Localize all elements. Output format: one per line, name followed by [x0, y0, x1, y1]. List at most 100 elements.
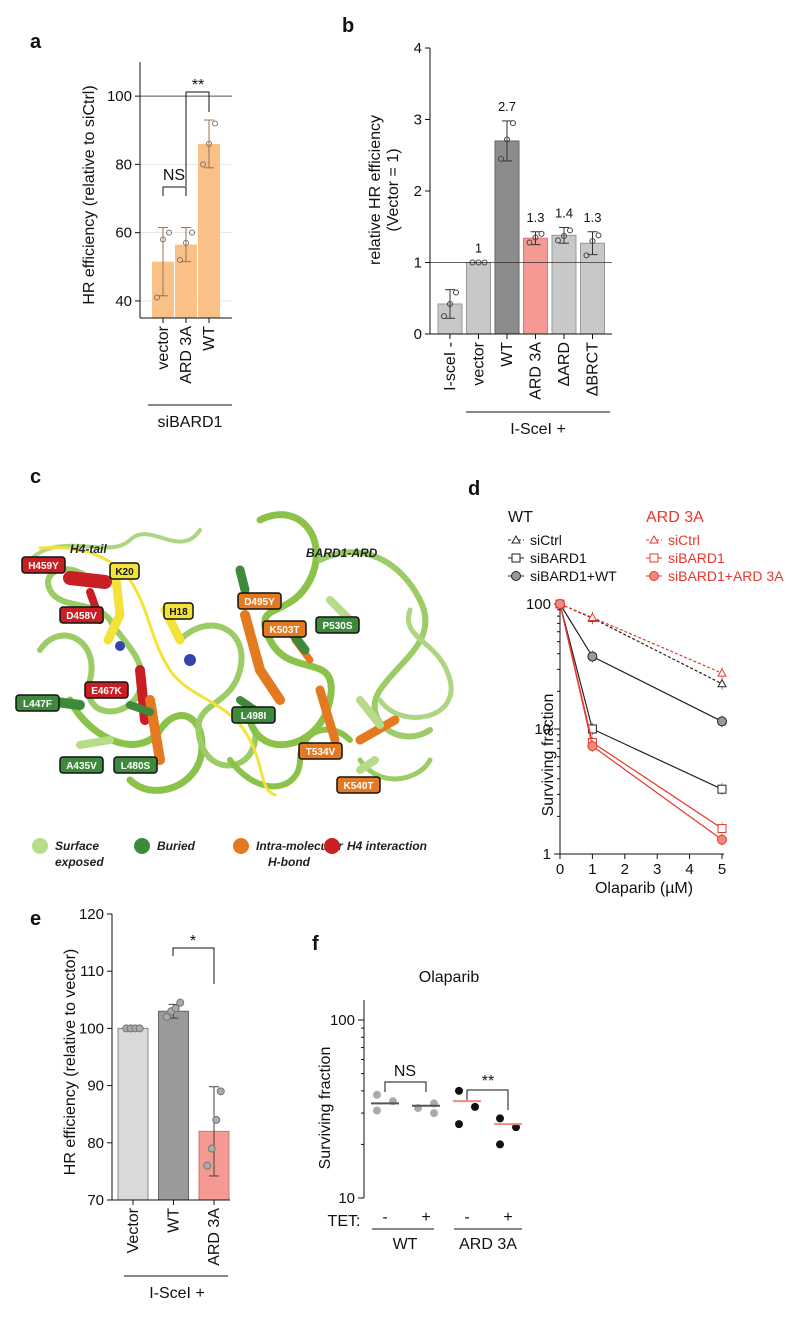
chart-a: HR efficiency (relative to siCtrl) 40 60 8…: [81, 62, 232, 431]
pb-bar-3: [523, 237, 548, 335]
pd-marker-triangle: [717, 678, 727, 688]
chart-a-ylabel: HR efficiency (relative to siCtrl): [81, 85, 98, 304]
pb-bar-1: [466, 262, 491, 335]
residue-label: A435V: [66, 761, 97, 772]
pb-ytick-label: 1: [414, 255, 422, 272]
pe-ytick-label: 120: [79, 906, 104, 923]
panel-label-d: d: [468, 478, 480, 500]
pa-point: [177, 256, 183, 263]
pe-xtick-label: WT: [166, 1208, 183, 1233]
pb-point: [555, 237, 561, 244]
pd-marker-circle: [649, 571, 659, 581]
structure-legend-swatch: [134, 838, 150, 854]
pf-tet-label: -: [464, 1209, 469, 1226]
pb-point: [447, 300, 453, 307]
pb-point: [498, 155, 504, 162]
residue-tag: [109, 562, 140, 580]
residue-tag: [262, 620, 307, 638]
pb-ytick-label: 4: [414, 40, 422, 57]
pf-ytick-label: 10: [338, 1190, 355, 1207]
pf-point: [496, 1140, 504, 1149]
pd-marker-circle: [555, 599, 565, 609]
pe-ytick-label: 80: [87, 1135, 104, 1152]
pb-point: [526, 239, 533, 246]
pb-point: [441, 313, 447, 320]
pa-xtick-label: ARD 3A: [178, 326, 195, 384]
pd-marker-circle: [717, 834, 727, 845]
structure-legend-label-2: H-bond: [268, 855, 311, 869]
chart-d-legend-title-ard: ARD 3A: [646, 509, 704, 526]
pb-xtick-label: ARD 3A: [528, 342, 545, 400]
chart-f-row-label: TET:: [328, 1213, 361, 1230]
protein-cartoon: [28, 511, 454, 797]
residue-label: K503T: [269, 625, 299, 636]
residue-tag: [59, 606, 104, 624]
pe-ytick-label: 110: [80, 963, 104, 980]
chart-e: HR efficiency (relative to vector) 70 80 9…: [62, 906, 230, 1302]
pf-tet-label: +: [503, 1209, 512, 1226]
residue-label: L447F: [23, 699, 52, 710]
pf-sig-ns: NS: [394, 1063, 416, 1080]
pd-series-line-5: [559, 603, 723, 841]
pd-legend-label: siBARD1: [668, 550, 725, 566]
pb-value-label: 1.3: [583, 210, 601, 225]
pe-point: [212, 1115, 221, 1124]
pd-xtick-label: 2: [621, 861, 629, 878]
chart-e-ylabel: HR efficiency (relative to vector): [62, 949, 79, 1175]
pa-point: [183, 239, 189, 246]
structure-legend-swatch: [324, 838, 340, 854]
pd-marker-square: [717, 784, 727, 794]
pd-legend-label: siCtrl: [668, 532, 700, 548]
structure-legend-label: Surface: [55, 839, 99, 853]
panel-label-f: f: [312, 933, 319, 955]
residue-label: E467K: [91, 686, 122, 697]
chart-d-xlabel: Olaparib (µM): [595, 880, 693, 897]
pa-sig-bracket-star: [185, 91, 210, 186]
residue-tag: [84, 681, 129, 699]
pd-series-line-3: [559, 603, 723, 674]
chart-f-group-wt: WT: [393, 1236, 418, 1253]
structure-legend-swatch: [32, 838, 48, 854]
pa-xtick-label: WT: [201, 326, 218, 351]
pa-sig-bracket-ns: [162, 186, 187, 196]
pe-point: [216, 1087, 225, 1096]
pe-bar-0: [117, 1027, 149, 1201]
chart-b: relative HR efficiency (Vector = 1) 0 1 2 3…: [367, 40, 612, 438]
structure-legend-label-2: exposed: [55, 855, 104, 869]
chart-f: Olaparib Surviving fraction 10 100 NS ** T…: [317, 969, 522, 1253]
chart-a-group-label: siBARD1: [158, 414, 223, 431]
pd-marker-triangle: [587, 612, 598, 621]
pb-point: [567, 227, 573, 234]
pd-xtick-label: 3: [653, 861, 661, 878]
residue-label: P530S: [322, 621, 352, 632]
residue-tag: [298, 742, 343, 760]
pb-xtick-label: WT: [499, 342, 516, 367]
pf-point: [430, 1109, 438, 1118]
residue-label: L480S: [121, 761, 151, 772]
pe-xtick-label: ARD 3A: [206, 1208, 223, 1266]
pb-bar-5: [580, 242, 605, 335]
chart-d: WT ARD 3A siCtrl siBARD1 siBARD1+WT siCtrl s…: [508, 509, 784, 897]
pa-sig-ns: NS: [163, 167, 185, 184]
pa-sig-star: **: [192, 77, 204, 94]
pe-ytick-label: 90: [87, 1078, 104, 1095]
pa-ytick-label: 60: [115, 225, 132, 242]
residue-tag: [231, 706, 276, 724]
residue-label: H18: [169, 607, 188, 618]
structure-legend-swatch: [233, 838, 249, 854]
pd-xtick-label: 1: [588, 861, 596, 878]
pd-legend-label: siCtrl: [530, 532, 562, 548]
chart-f-ylabel: Surviving fraction: [317, 1047, 334, 1170]
pa-point: [212, 120, 218, 127]
chart-e-group-label: I-SceI +: [149, 1285, 205, 1302]
residue-tag: [21, 556, 66, 574]
pe-point: [171, 1004, 180, 1013]
structure-legend-label: Intra-molecular: [256, 839, 344, 853]
pb-value-label: 1: [475, 241, 482, 256]
pb-value-label: 1.3: [526, 210, 544, 225]
pb-xtick-label: ΔBRCT: [585, 342, 602, 396]
residue-label: H459Y: [28, 561, 59, 572]
pb-point: [583, 252, 590, 259]
pa-ytick-label: 80: [115, 156, 132, 173]
pa-bar-2: [198, 143, 220, 318]
